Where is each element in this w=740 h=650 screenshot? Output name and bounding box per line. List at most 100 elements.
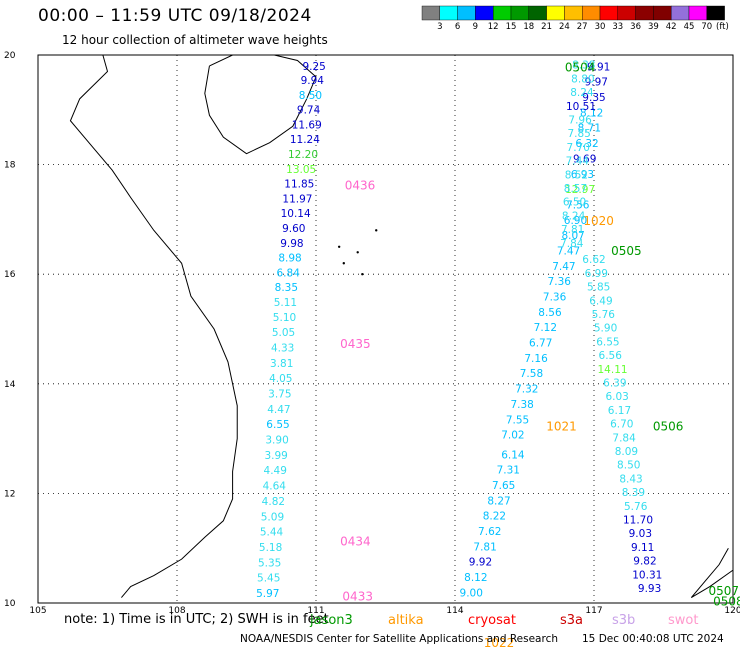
swh-value: 9.00 [460, 587, 483, 599]
color-legend-bar [421, 5, 725, 21]
swh-value: 3.75 [268, 389, 291, 401]
swh-value: 14.11 [598, 364, 628, 376]
swh-value: 7.56 [566, 199, 590, 211]
swh-value: 6.55 [596, 336, 619, 348]
swh-value: 9.93 [638, 583, 661, 595]
swh-value: 6.17 [608, 405, 631, 417]
swh-value: 3.90 [265, 435, 288, 447]
lat-tick-label: 20 [4, 51, 16, 61]
legend-tick-label: 27 [576, 22, 588, 32]
swh-value: 7.31 [497, 465, 520, 477]
swh-value: 7.12 [534, 322, 557, 334]
coastline [69, 54, 734, 598]
page-subtitle: 12 hour collection of altimeter wave hei… [62, 33, 328, 47]
swh-value: 5.90 [594, 323, 617, 335]
swh-value: 9.91 [587, 61, 610, 73]
legend-tick-label: 3 [437, 22, 443, 32]
swh-value: 6.55 [266, 419, 289, 431]
swh-value: 9.25 [302, 61, 325, 73]
swh-value: 7.85 [567, 128, 590, 140]
swh-value: 7.70 [567, 142, 590, 154]
swh-value: 4.05 [269, 373, 292, 385]
page-title: 00:00 – 11:59 UTC 09/18/2024 [38, 6, 312, 26]
swh-value: 3.99 [264, 450, 287, 462]
swh-value: 6.93 [571, 169, 594, 181]
lon-tick-label: 111 [307, 606, 324, 616]
swh-value: 8.07 [561, 230, 584, 242]
map-frame [37, 54, 734, 604]
island-marker [342, 262, 345, 265]
map-grid [38, 55, 733, 603]
legend-tick-label: 24 [558, 22, 570, 32]
generated-timestamp: 15 Dec 00:40:08 UTC 2024 [582, 633, 724, 645]
legend-tick-label: 21 [541, 22, 552, 32]
island-marker [337, 245, 341, 248]
swh-value: 7.16 [524, 353, 548, 365]
swh-value: 8.09 [615, 446, 638, 458]
swh-value: 7.38 [510, 399, 533, 411]
lat-tick-label: 12 [4, 489, 15, 499]
swh-value: 8.50 [617, 460, 640, 472]
credit-line: NOAA/NESDIS Center for Satellite Applica… [240, 633, 558, 645]
swh-value: 5.97 [256, 588, 279, 600]
lon-tick-label: 108 [168, 606, 185, 616]
footer-note: note: 1) Time is in UTC; 2) SWH is in fe… [64, 612, 329, 627]
legend-tick-label: 18 [523, 22, 535, 32]
swh-value: 8.27 [487, 495, 510, 507]
swh-value: 9.11 [631, 542, 654, 554]
lat-tick-label: 10 [4, 599, 16, 609]
swh-value: 4.82 [262, 496, 285, 508]
swh-value: 7.84 [612, 432, 636, 444]
swh-value: 5.11 [274, 297, 297, 309]
swh-value: 11.69 [292, 119, 322, 131]
swh-value: 7.36 [543, 292, 567, 304]
swh-value: 9.74 [297, 105, 321, 117]
swh-value: 9.92 [469, 557, 492, 569]
swh-value: 8.71 [578, 123, 601, 135]
swh-value: 6.49 [589, 295, 612, 307]
swh-value: 6.56 [599, 350, 623, 362]
mainland-coastline [69, 54, 238, 598]
lat-tick-label: 18 [4, 161, 16, 171]
mission-legend-s3b: s3b [612, 613, 636, 628]
swh-value: 11.24 [290, 134, 320, 146]
swh-value: 6.90 [564, 215, 587, 227]
swh-value: 6.39 [603, 378, 626, 390]
swh-observations: 9.25 9.94 8.50 9.74 11.69 11.24 12.20 13.05 11.8… [256, 60, 662, 600]
swh-value: 3.81 [270, 358, 293, 370]
legend-tick-label: 6 [454, 22, 461, 32]
swh-value: 5.35 [258, 557, 281, 569]
legend-tick-label: 36 [630, 22, 641, 32]
swh-value: 7.44 [566, 156, 590, 168]
swh-value: 12.20 [288, 149, 318, 161]
swh-value: 11.70 [623, 515, 653, 527]
pass-time-label: 1021 [546, 419, 577, 433]
swh-value: 8.24 [562, 210, 586, 222]
swh-value: 9.98 [280, 238, 303, 250]
swh-value: 7.02 [501, 430, 524, 442]
swh-value: 6.62 [582, 254, 605, 266]
swh-value: 5.85 [587, 282, 610, 294]
lat-tick-label: 16 [4, 270, 16, 280]
swh-value: 6.50 [563, 197, 586, 209]
pass-time-label: 0507 [708, 584, 739, 598]
swh-value: 8.39 [622, 487, 645, 499]
swh-value: 7.32 [515, 384, 538, 396]
lon-tick-label: 120 [724, 606, 740, 616]
swh-value: 6.03 [605, 391, 628, 403]
swh-value: 11.85 [284, 179, 314, 191]
pass-time-label: 0434 [340, 534, 371, 548]
swh-value: 7.81 [473, 541, 496, 553]
swh-value: 5.76 [592, 309, 616, 321]
swh-value: 9.69 [573, 153, 596, 165]
swh-value: 8.12 [580, 107, 603, 119]
hainan-coastline [204, 54, 317, 155]
swh-value: 4.49 [264, 465, 287, 477]
legend-tick-label: 39 [647, 22, 659, 32]
swh-value: 5.10 [273, 312, 296, 324]
pass-time-label: 1022 [484, 636, 515, 650]
swh-value: 8.52 [565, 169, 588, 181]
mission-legend-jason3: jason3 [310, 613, 353, 628]
swh-value: 4.64 [263, 481, 287, 493]
